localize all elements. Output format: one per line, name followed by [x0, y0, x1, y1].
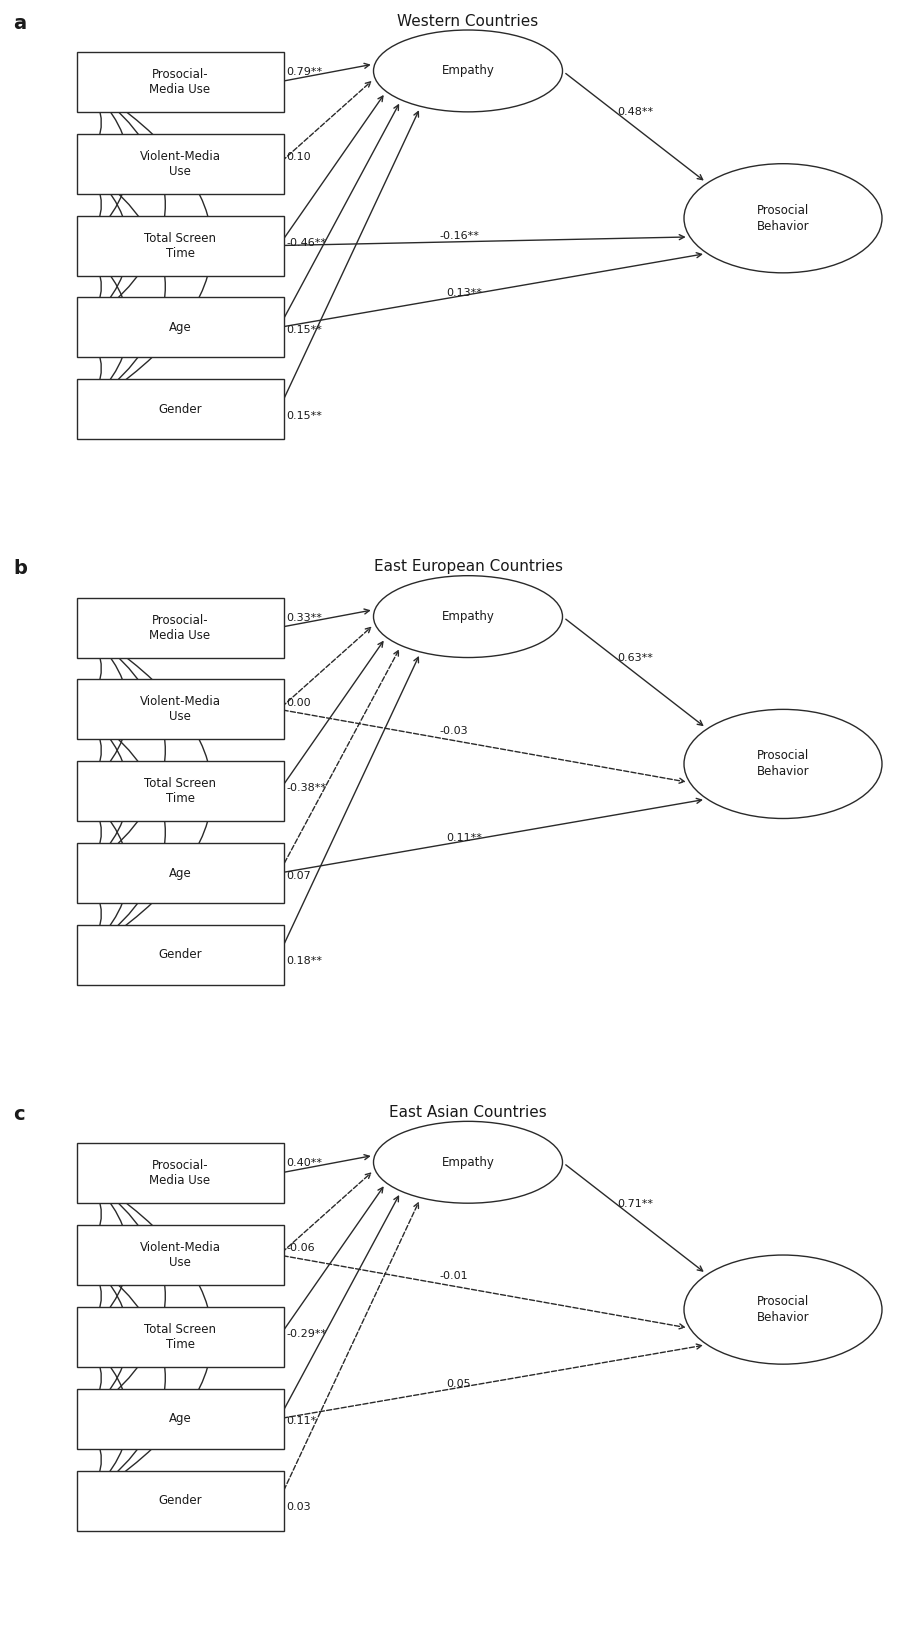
FancyBboxPatch shape: [76, 598, 284, 658]
Text: 0.03: 0.03: [286, 1503, 310, 1513]
FancyBboxPatch shape: [76, 1388, 284, 1449]
Text: 0.71**: 0.71**: [616, 1198, 652, 1208]
FancyBboxPatch shape: [76, 380, 284, 439]
Ellipse shape: [684, 164, 882, 273]
Text: Gender: Gender: [158, 948, 202, 961]
Text: 0.33**: 0.33**: [286, 612, 322, 622]
FancyBboxPatch shape: [76, 1224, 284, 1285]
Text: 0.00: 0.00: [286, 697, 310, 707]
Text: 0.15**: 0.15**: [286, 326, 322, 336]
Text: 0.05: 0.05: [446, 1378, 471, 1390]
Text: a: a: [14, 13, 27, 33]
Text: Empathy: Empathy: [442, 611, 494, 624]
FancyBboxPatch shape: [76, 216, 284, 275]
Text: Age: Age: [168, 866, 192, 879]
Text: Total Screen
Time: Total Screen Time: [144, 1323, 216, 1351]
Text: -0.38**: -0.38**: [286, 784, 326, 794]
Text: 0.18**: 0.18**: [286, 956, 322, 966]
Text: 0.13**: 0.13**: [446, 288, 482, 298]
Text: Total Screen
Time: Total Screen Time: [144, 231, 216, 260]
Text: Empathy: Empathy: [442, 1156, 494, 1169]
Text: 0.11**: 0.11**: [446, 833, 482, 843]
Text: Total Screen
Time: Total Screen Time: [144, 778, 216, 805]
Ellipse shape: [374, 29, 562, 111]
Text: 0.48**: 0.48**: [616, 108, 652, 118]
Text: 0.11*: 0.11*: [286, 1416, 317, 1426]
Text: 0.79**: 0.79**: [286, 67, 322, 77]
FancyBboxPatch shape: [76, 761, 284, 822]
Ellipse shape: [374, 1121, 562, 1203]
FancyBboxPatch shape: [76, 52, 284, 111]
Text: Gender: Gender: [158, 1495, 202, 1508]
Text: c: c: [14, 1105, 25, 1125]
Text: -0.03: -0.03: [440, 725, 468, 735]
Ellipse shape: [684, 709, 882, 818]
Text: Empathy: Empathy: [442, 64, 494, 77]
Text: 0.15**: 0.15**: [286, 411, 322, 421]
Text: -0.46**: -0.46**: [286, 237, 326, 247]
FancyBboxPatch shape: [76, 1143, 284, 1203]
Ellipse shape: [374, 576, 562, 658]
Text: Prosocial-
Media Use: Prosocial- Media Use: [149, 614, 211, 642]
Text: Prosocial
Behavior: Prosocial Behavior: [757, 203, 809, 232]
Text: Prosocial-
Media Use: Prosocial- Media Use: [149, 67, 211, 97]
Text: b: b: [14, 560, 27, 578]
FancyBboxPatch shape: [76, 679, 284, 740]
Text: -0.29**: -0.29**: [286, 1329, 327, 1339]
Text: Gender: Gender: [158, 403, 202, 416]
Text: Violent-Media
Use: Violent-Media Use: [140, 696, 220, 724]
Text: -0.06: -0.06: [286, 1244, 315, 1254]
Text: Age: Age: [168, 321, 192, 334]
Text: Prosocial-
Media Use: Prosocial- Media Use: [149, 1159, 211, 1187]
Text: Violent-Media
Use: Violent-Media Use: [140, 149, 220, 178]
FancyBboxPatch shape: [76, 134, 284, 193]
Text: Prosocial
Behavior: Prosocial Behavior: [757, 750, 809, 779]
Text: Violent-Media
Use: Violent-Media Use: [140, 1241, 220, 1269]
Text: 0.40**: 0.40**: [286, 1159, 322, 1169]
Text: 0.10: 0.10: [286, 152, 310, 162]
Text: -0.01: -0.01: [440, 1272, 468, 1282]
Text: East European Countries: East European Countries: [374, 560, 562, 575]
Text: 0.07: 0.07: [286, 871, 311, 881]
FancyBboxPatch shape: [76, 298, 284, 357]
Text: Prosocial
Behavior: Prosocial Behavior: [757, 1295, 809, 1324]
Text: East Asian Countries: East Asian Countries: [389, 1105, 547, 1120]
Text: Age: Age: [168, 1413, 192, 1426]
Text: -0.16**: -0.16**: [440, 231, 480, 241]
FancyBboxPatch shape: [76, 925, 284, 985]
Text: Western Countries: Western Countries: [398, 13, 538, 28]
FancyBboxPatch shape: [76, 1470, 284, 1531]
Text: 0.63**: 0.63**: [616, 653, 652, 663]
FancyBboxPatch shape: [76, 1306, 284, 1367]
FancyBboxPatch shape: [76, 843, 284, 904]
Ellipse shape: [684, 1256, 882, 1364]
